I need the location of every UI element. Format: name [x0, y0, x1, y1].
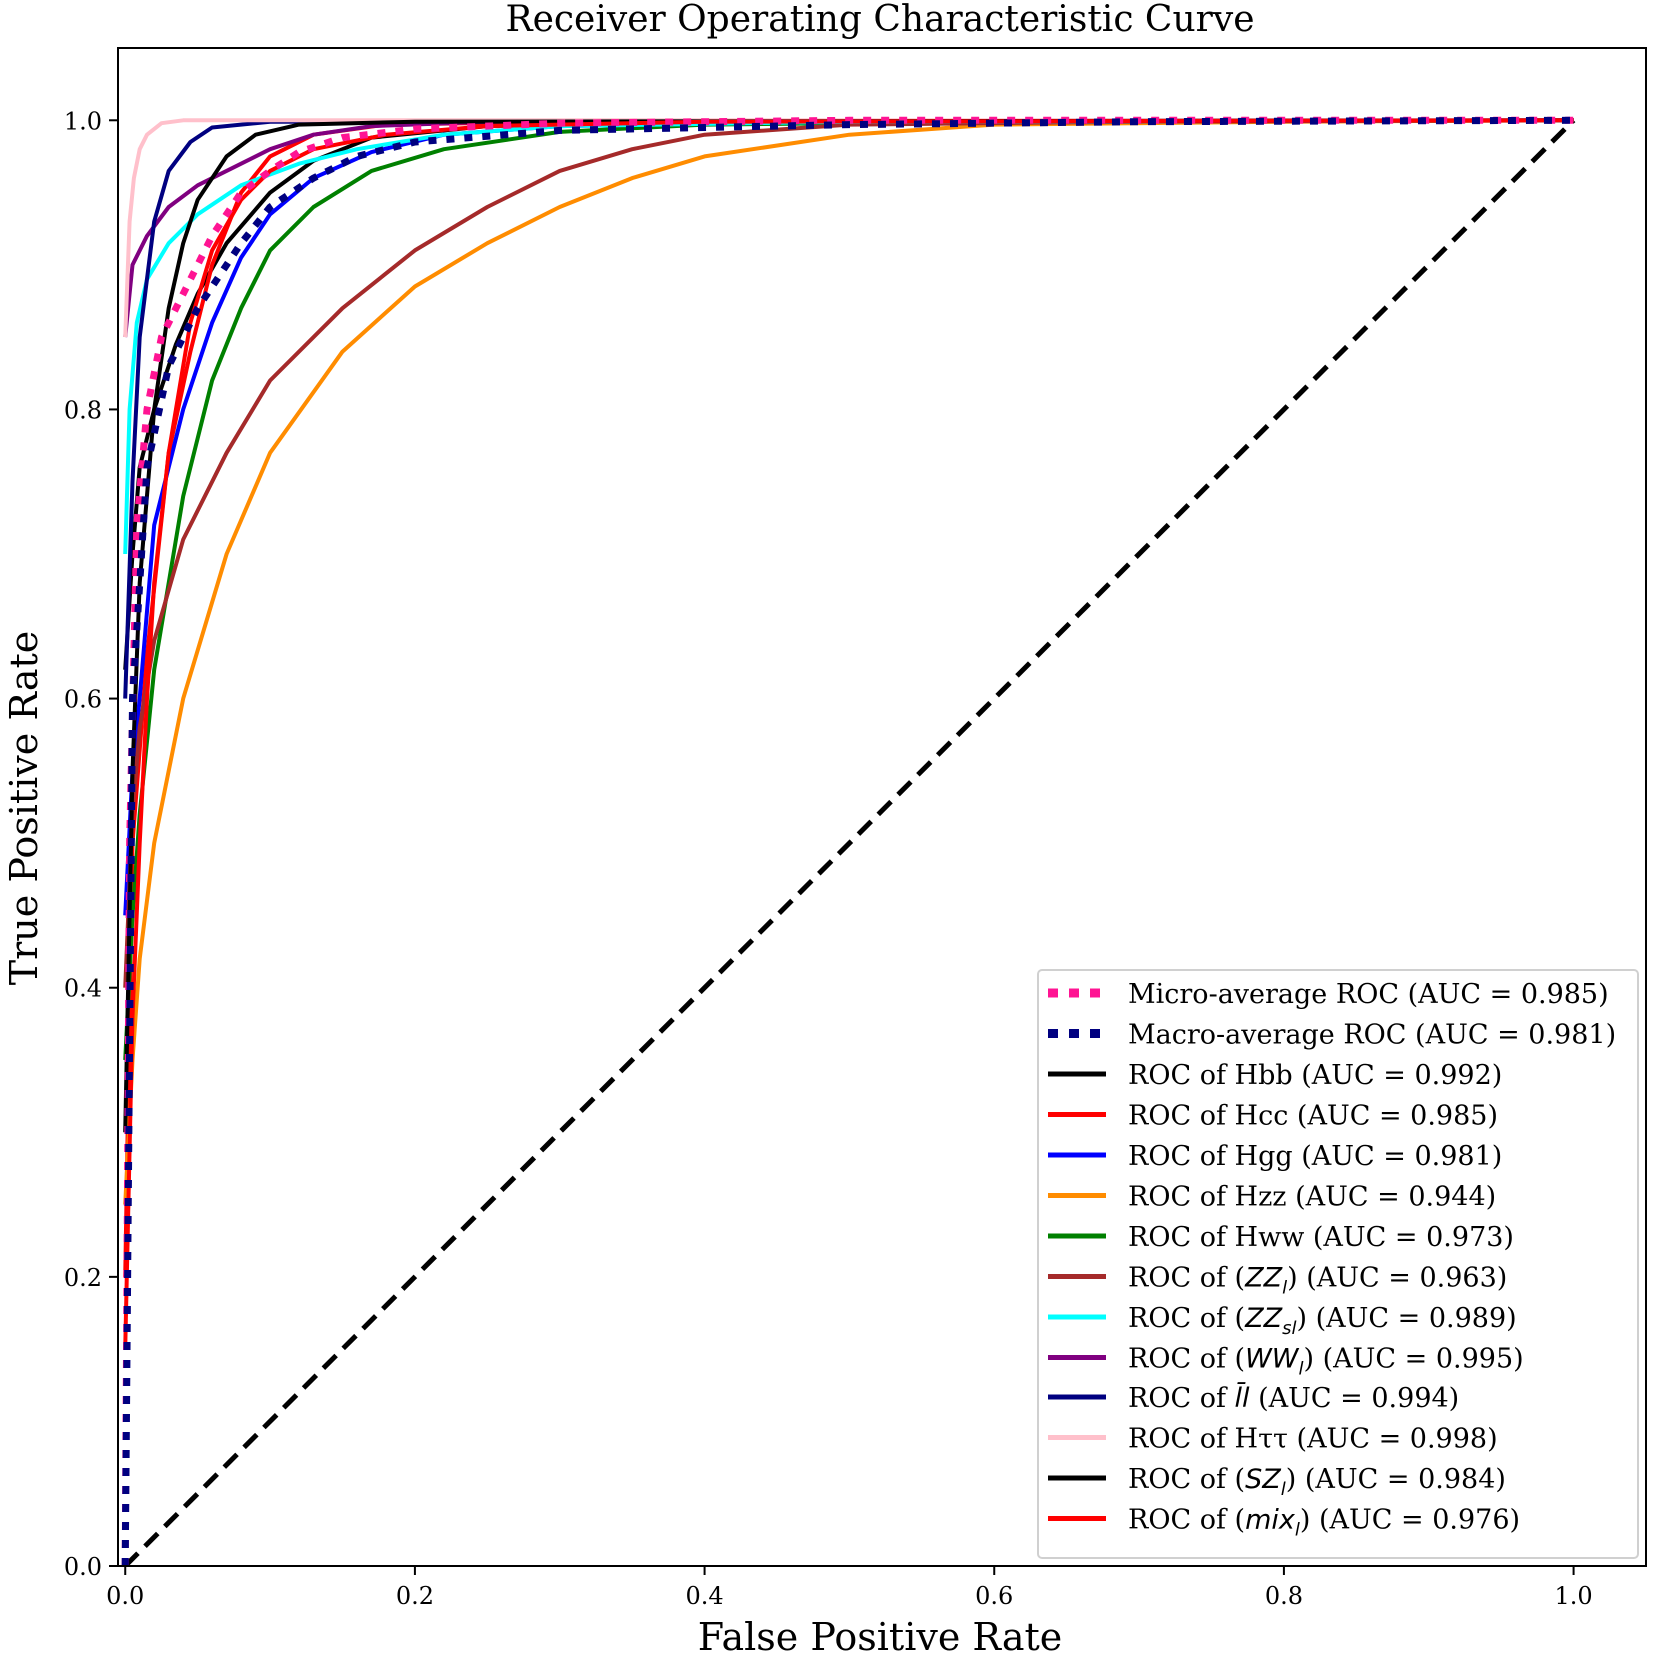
legend-label: ROC of Hbb (AUC = 0.992)	[1128, 1060, 1502, 1091]
legend-item: ROC of (ZZsl) (AUC = 0.989)	[1048, 1303, 1517, 1339]
chance-diagonal-line	[123, 118, 1576, 1566]
legend-item: Micro-average ROC (AUC = 0.985)	[1048, 979, 1609, 1010]
y-tick-label: 0.6	[64, 686, 102, 714]
x-axis-label: False Positive Rate	[698, 1615, 1063, 1654]
legend-label: ROC of (ZZl) (AUC = 0.963)	[1128, 1263, 1507, 1299]
x-tick-label: 0.6	[975, 1582, 1013, 1610]
legend: Micro-average ROC (AUC = 0.985) Macro-ave…	[1037, 969, 1639, 1559]
plot-frame	[117, 47, 1647, 1567]
series-line-roc-of-hbb	[123, 118, 1574, 670]
legend-label: ROC of (WWl) (AUC = 0.995)	[1128, 1344, 1524, 1380]
y-axis-label: True Positive Rate	[2, 631, 46, 985]
series-line-roc-of-ww-l	[123, 118, 1574, 338]
series-line-roc-of-hzz	[123, 118, 1574, 1205]
legend-item: ROC of (ZZl) (AUC = 0.963)	[1048, 1263, 1507, 1299]
legend-item: ROC of Hbb (AUC = 0.992)	[1048, 1060, 1502, 1091]
legend-item: ROC of (mixl) (AUC = 0.976)	[1048, 1505, 1520, 1541]
x-tick-label: 0.4	[685, 1582, 723, 1610]
legend-label: Macro-average ROC (AUC = 0.981)	[1128, 1020, 1616, 1051]
legend-item: ROC of Hww (AUC = 0.973)	[1048, 1222, 1514, 1253]
legend-label: ROC of Hττ (AUC = 0.998)	[1128, 1424, 1498, 1455]
x-axis: 0.0 0.2 0.4 0.6 0.8 1.0	[106, 1566, 1593, 1610]
legend-label: ROC of l̄l (AUC = 0.994)	[1128, 1382, 1459, 1414]
x-tick-label: 1.0	[1554, 1582, 1592, 1610]
legend-label: ROC of (mixl) (AUC = 0.976)	[1128, 1505, 1520, 1541]
y-tick-label: 0.8	[64, 396, 102, 424]
legend-label: ROC of Hcc (AUC = 0.985)	[1128, 1101, 1498, 1132]
series-line-macro-average-roc	[121, 116, 1574, 1566]
y-tick-label: 1.0	[64, 107, 102, 135]
x-tick-label: 0.8	[1265, 1582, 1303, 1610]
series-line-roc-of-zz-l	[123, 118, 1574, 988]
legend-item: ROC of Hgg (AUC = 0.981)	[1048, 1141, 1502, 1172]
legend-label: ROC of Hgg (AUC = 0.981)	[1128, 1141, 1502, 1172]
y-tick-label: 0.0	[64, 1553, 102, 1581]
legend-item: ROC of Hcc (AUC = 0.985)	[1048, 1101, 1498, 1132]
legend-item: ROC of Hττ (AUC = 0.998)	[1048, 1424, 1498, 1455]
chart-title: Receiver Operating Characteristic Curve	[505, 0, 1254, 40]
legend-label: Micro-average ROC (AUC = 0.985)	[1128, 979, 1609, 1010]
series-line-roc-of-sz-l	[123, 118, 1574, 1133]
legend-item: ROC of Hzz (AUC = 0.944)	[1048, 1182, 1496, 1213]
legend-item: ROC of l̄l (AUC = 0.994)	[1048, 1382, 1459, 1414]
series-line-roc-of-ll	[123, 118, 1574, 699]
legend-label: ROC of (ZZsl) (AUC = 0.989)	[1128, 1303, 1517, 1339]
series-line-roc-of-hgg	[123, 118, 1574, 916]
y-axis: 0.0 0.2 0.4 0.6 0.8 1.0	[64, 107, 118, 1581]
series-line-roc-of-hww	[123, 118, 1574, 1061]
x-tick-label: 0.0	[106, 1582, 144, 1610]
series-line-roc-of-h	[123, 118, 1574, 338]
plot-area	[121, 116, 1576, 1566]
y-tick-label: 0.2	[64, 1264, 102, 1292]
legend-label: ROC of Hww (AUC = 0.973)	[1128, 1222, 1514, 1253]
legend-item: ROC of (SZl) (AUC = 0.984)	[1048, 1464, 1506, 1500]
legend-item: Macro-average ROC (AUC = 0.981)	[1048, 1020, 1616, 1051]
legend-label: ROC of (SZl) (AUC = 0.984)	[1128, 1464, 1506, 1500]
legend-label: ROC of Hzz (AUC = 0.944)	[1128, 1182, 1496, 1213]
legend-box	[1037, 969, 1639, 1559]
x-tick-label: 0.2	[396, 1582, 434, 1610]
legend-item: ROC of (WWl) (AUC = 0.995)	[1048, 1344, 1524, 1380]
y-tick-label: 0.4	[64, 975, 102, 1003]
